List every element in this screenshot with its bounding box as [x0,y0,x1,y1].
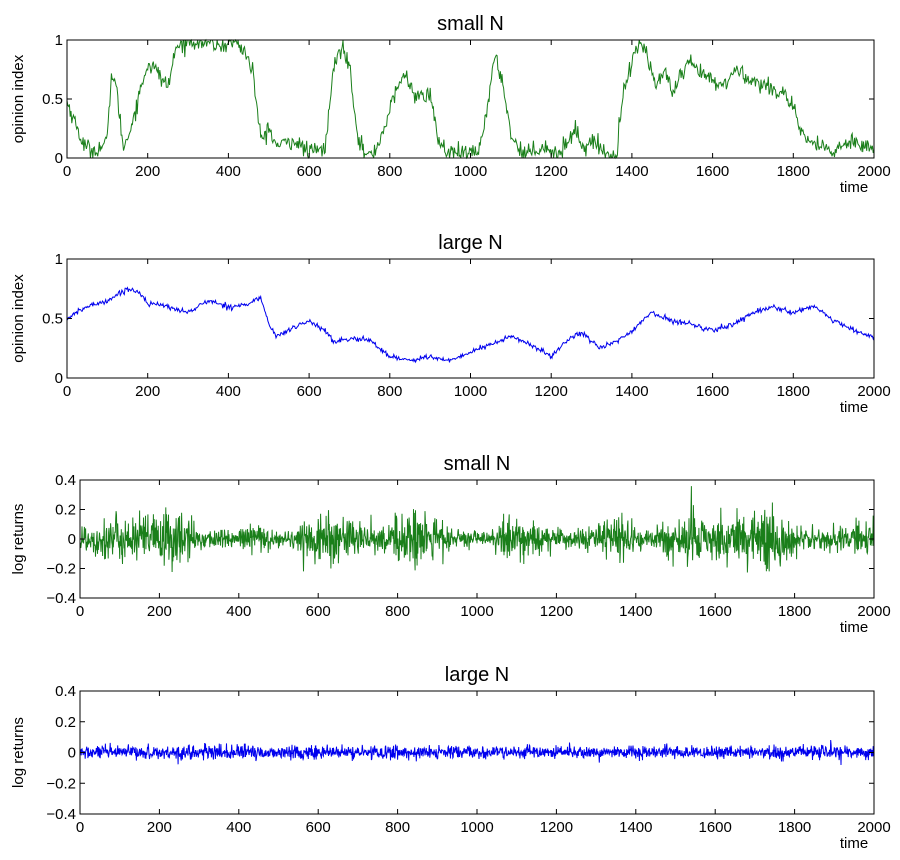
x-tick-label: 0 [76,603,84,620]
x-tick-label: 1200 [540,603,573,620]
x-tick-label: 1800 [777,163,810,180]
series-line [66,286,875,364]
x-tick-label: 400 [216,383,241,400]
chart-panel-1: 0 200 400 600 800 1000 1200 1400 1600 1800 2000 0 0.… [10,13,891,196]
x-tick-label: 1000 [454,383,487,400]
x-tick-label: 1400 [615,163,648,180]
y-tick-label: 0.2 [55,714,76,731]
y-tick-label: −0.2 [46,775,76,792]
x-tick-label: 800 [385,819,410,836]
x-tick-label: 2000 [857,163,890,180]
y-tick-label: −0.4 [46,806,76,823]
y-tick-label: 0.4 [55,472,76,489]
x-tick-label: 800 [377,163,402,180]
series-line [79,739,875,766]
x-tick-label: 800 [385,603,410,620]
series-line [79,486,875,573]
x-tick-label: 1200 [535,383,568,400]
x-tick-label: 1600 [696,163,729,180]
x-axis-label: time [840,399,868,416]
x-tick-label: 600 [306,819,331,836]
y-tick-label: −0.2 [46,561,76,578]
y-tick-label: 0 [68,745,76,762]
chart-title: small N [444,453,511,475]
x-tick-label: 1800 [778,603,811,620]
x-tick-label: 1800 [778,819,811,836]
x-tick-label: 600 [297,163,322,180]
x-tick-label: 0 [63,383,71,400]
chart-title: small N [437,13,504,35]
y-tick-label: −0.4 [46,590,76,607]
x-tick-label: 1800 [777,383,810,400]
x-tick-label: 0 [63,163,71,180]
axes-frame [66,39,875,159]
x-tick-label: 200 [135,163,160,180]
x-tick-label: 1400 [619,819,652,836]
y-tick-label: 1 [55,32,63,49]
chart-panel-2: 0 200 400 600 800 1000 1200 1400 1600 1800 2000 0 0.… [10,232,891,416]
x-tick-label: 400 [226,603,251,620]
x-tick-label: 1000 [454,163,487,180]
x-tick-label: 2000 [857,603,890,620]
x-tick-label: 200 [135,383,160,400]
x-tick-label: 1000 [460,819,493,836]
y-tick-label: 0.5 [42,91,63,108]
chart-panel-4: 0 200 400 600 800 1000 1200 1400 1600 1800 2000 −0.… [10,664,891,852]
y-axis-label: opinion index [10,54,27,143]
chart-panel-3: 0 200 400 600 800 1000 1200 1400 1600 1800 2000 −0.… [10,453,891,636]
x-tick-label: 1600 [696,383,729,400]
x-tick-label: 1600 [699,819,732,836]
chart-title: large N [438,232,502,254]
axes-frame [66,258,875,379]
y-axis-label: log returns [10,717,27,788]
y-tick-label: 0.5 [42,311,63,328]
x-tick-label: 1400 [619,603,652,620]
x-tick-label: 2000 [857,819,890,836]
x-tick-label: 2000 [857,383,890,400]
y-tick-label: 0 [68,531,76,548]
x-axis-label: time [840,619,868,636]
y-axis-label: log returns [10,504,27,575]
x-tick-label: 1200 [535,163,568,180]
y-axis-label: opinion index [10,274,27,363]
x-tick-label: 0 [76,819,84,836]
x-tick-label: 400 [216,163,241,180]
x-axis-label: time [840,179,868,196]
y-tick-label: 0.2 [55,502,76,519]
x-tick-label: 1600 [699,603,732,620]
x-tick-label: 600 [306,603,331,620]
x-tick-label: 600 [297,383,322,400]
x-tick-label: 1200 [540,819,573,836]
x-tick-label: 800 [377,383,402,400]
series-line [66,38,875,160]
y-tick-label: 0 [55,150,63,167]
x-tick-label: 1000 [460,603,493,620]
x-tick-label: 200 [147,603,172,620]
y-tick-label: 1 [55,251,63,268]
x-tick-label: 400 [226,819,251,836]
y-tick-label: 0 [55,370,63,387]
x-tick-label: 200 [147,819,172,836]
x-tick-label: 1400 [615,383,648,400]
y-tick-label: 0.4 [55,683,76,700]
chart-title: large N [445,664,509,686]
x-axis-label: time [840,835,868,852]
